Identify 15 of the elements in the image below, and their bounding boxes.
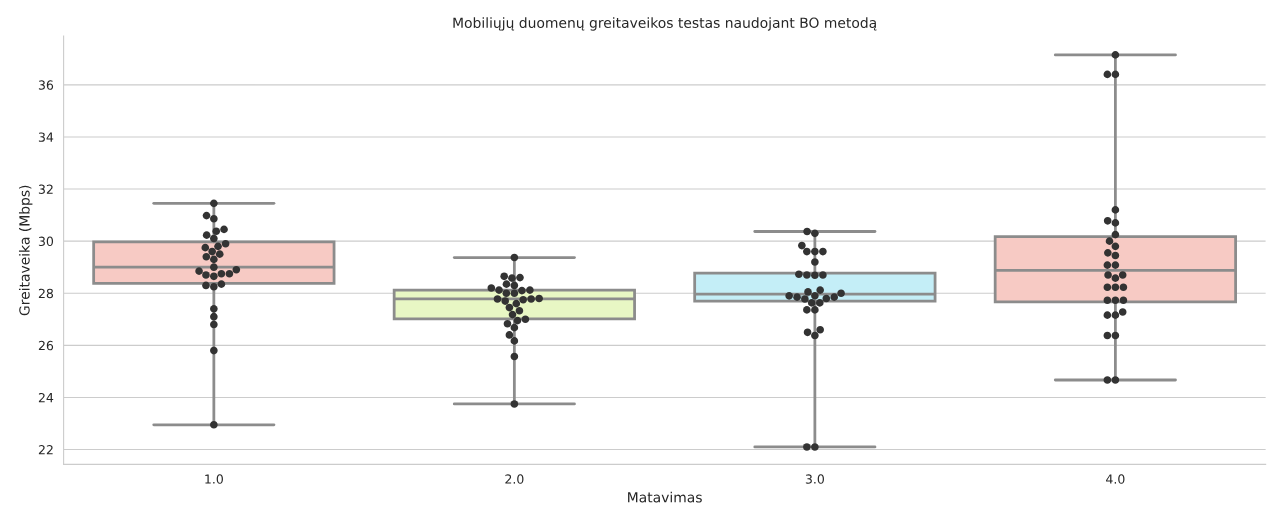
y-axis-title: Greitaveika (Mbps) (18, 185, 33, 316)
x-tick-label: 3.0 (805, 474, 824, 484)
y-tick-label: 22 (38, 445, 53, 455)
x-tick-label: 4.0 (1106, 474, 1125, 484)
y-tick-label: 32 (38, 184, 53, 194)
y-tick-label: 24 (38, 392, 54, 403)
y-tick-label: 36 (38, 80, 54, 90)
y-tick-label: 28 (38, 288, 54, 299)
x-axis-title: Matavimas (628, 491, 702, 503)
y-tick-label: 26 (38, 340, 54, 351)
x-tick-label: 1.0 (205, 474, 223, 484)
y-tick-label: 30 (38, 236, 54, 247)
chart-title: Mobiliųjų duomenų greitaveikos testas naudojant BO metodą (453, 17, 877, 31)
x-tick-label: 2.0 (505, 474, 524, 484)
y-tick-label: 34 (38, 132, 54, 142)
